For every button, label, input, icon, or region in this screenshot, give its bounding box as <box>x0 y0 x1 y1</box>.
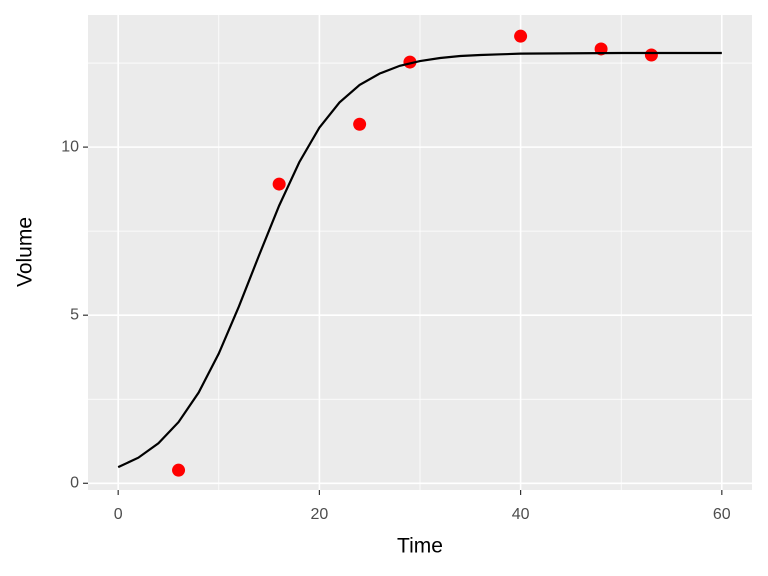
data-point <box>403 55 417 69</box>
x-tick-label: 60 <box>713 506 731 523</box>
x-tick-label: 20 <box>310 506 328 523</box>
y-tick-label: 5 <box>70 306 79 323</box>
x-tick-label: 40 <box>512 506 530 523</box>
data-point <box>272 177 286 191</box>
data-point <box>353 117 367 131</box>
x-tick-label: 0 <box>114 506 123 523</box>
fit-line <box>117 51 722 469</box>
x-axis-title: Time <box>397 535 443 558</box>
data-point <box>644 48 658 62</box>
data-point <box>514 29 528 43</box>
y-axis-title: Volume <box>14 217 37 287</box>
y-tick-label: 10 <box>61 138 79 155</box>
data-point <box>172 463 186 477</box>
y-tick-label: 0 <box>70 474 79 491</box>
